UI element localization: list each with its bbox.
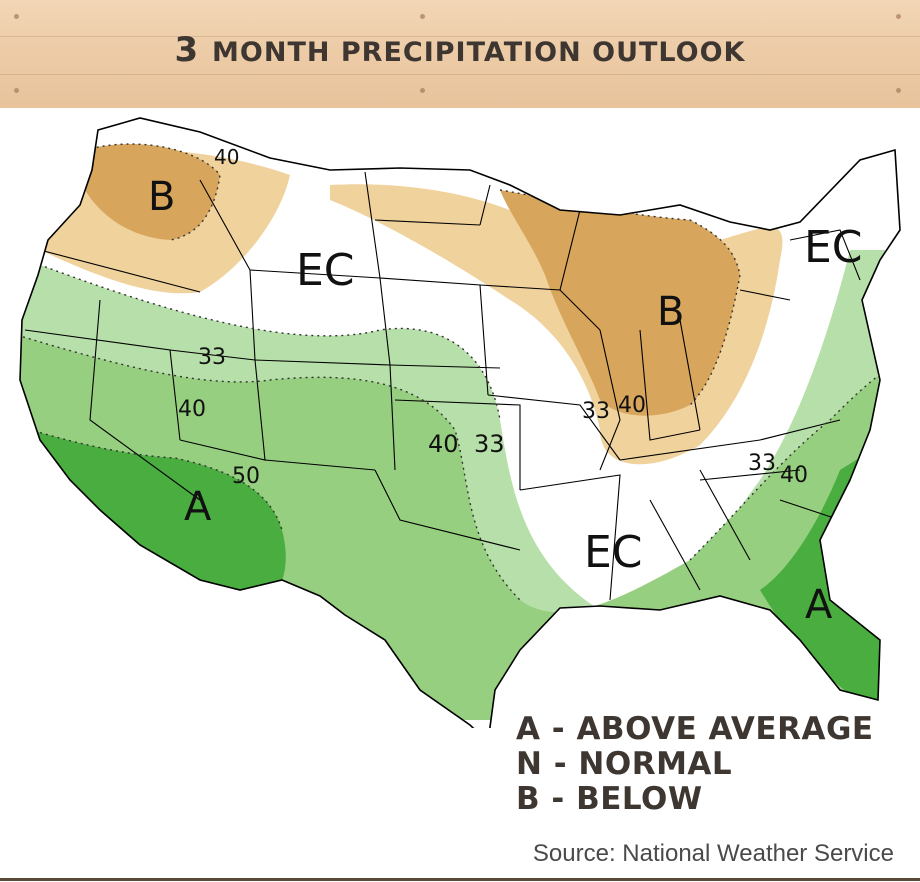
plank-seam [0, 74, 920, 75]
bottom-rule [0, 878, 920, 881]
mw-33-label: 33 [582, 399, 610, 424]
legend-below: B - BELOW [516, 781, 703, 817]
nail [14, 14, 19, 19]
nail [896, 88, 901, 93]
legend-above: A - ABOVE AVERAGE [516, 711, 874, 747]
below-strong-nw-zone [85, 144, 220, 240]
south-ec-label: EC [584, 527, 643, 578]
probability-contours [20, 143, 900, 601]
mw-40-label: 40 [618, 393, 646, 418]
us-border [19, 117, 901, 728]
map-labels: B 40 EC EC B 33 40 33 40 50 A 40 33 33 4… [148, 145, 863, 628]
state-borders [24, 171, 861, 601]
w-33-label: 33 [198, 345, 226, 370]
precipitation-outlook-map: B 40 EC EC B 33 40 33 40 50 A 40 33 33 4… [19, 117, 901, 728]
plains-33-label: 33 [474, 430, 505, 458]
gl-below-label: B [657, 289, 684, 335]
below-strong-gl-zone [500, 190, 740, 416]
plank-seam [0, 36, 920, 37]
nw-below-label: B [148, 174, 175, 220]
ne-ec-label: EC [804, 222, 863, 273]
sw-above-label: A [184, 484, 212, 530]
sw-50-label: 50 [232, 464, 260, 489]
fl-above-label: A [805, 582, 833, 628]
se-33-label: 33 [748, 451, 776, 476]
source-credit: Source: National Weather Service [532, 840, 894, 867]
nail [420, 14, 425, 19]
wood-banner: 3 MONTH PRECIPITATION OUTLOOK [0, 0, 920, 108]
nail [14, 88, 19, 93]
w-40-label: 40 [178, 397, 206, 422]
legend: A - ABOVE AVERAGE N - NORMAL B - BELOW [516, 712, 874, 817]
page-title: 3 MONTH PRECIPITATION OUTLOOK [174, 30, 746, 70]
plains-40-label: 40 [428, 430, 459, 458]
nw-40-label: 40 [214, 145, 239, 169]
se-40-label: 40 [780, 463, 808, 488]
nail [896, 14, 901, 19]
nail [420, 88, 425, 93]
legend-normal: N - NORMAL [516, 746, 733, 782]
north-ec-label: EC [296, 245, 355, 296]
